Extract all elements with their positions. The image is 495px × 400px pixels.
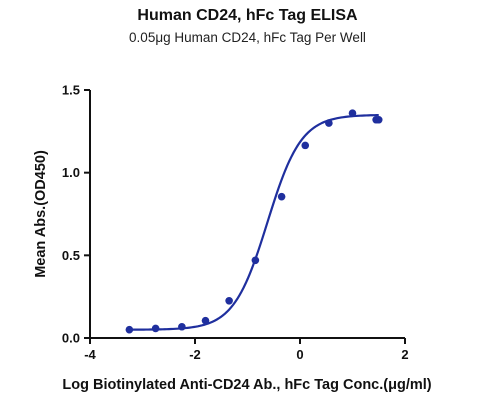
data-points-layer [125,109,383,334]
data-point [251,256,260,265]
chart-subtitle: 0.05μg Human CD24, hFc Tag Per Well [129,30,366,45]
y-axis-label: Mean Abs.(OD450) [33,150,49,278]
fit-curve-layer [129,113,379,331]
chart-title: Human CD24, hFc Tag ELISA [137,7,358,24]
data-point [325,119,333,127]
data-point [225,297,233,305]
data-point [125,325,134,334]
x-tick-label: -2 [189,347,201,362]
x-tick-label: 2 [401,347,408,362]
y-tick-label: 0.0 [62,331,80,346]
data-point [301,141,310,150]
data-point [277,192,286,201]
axes: 0.0 0.5 1.0 1.5 -4 -2 0 2 [62,83,409,363]
data-point [374,115,383,124]
y-tick-label: 1.5 [62,83,80,98]
data-point [151,324,160,333]
y-tick-label: 1.0 [62,165,80,180]
data-point [201,316,210,325]
x-tick-label: -4 [84,347,96,362]
fit-curve [129,113,379,331]
x-tick-label: 0 [296,347,303,362]
data-point [348,109,357,117]
data-point [178,322,186,331]
y-tick-label: 0.5 [62,248,80,263]
x-axis-label: Log Biotinylated Anti-CD24 Ab., hFc Tag … [62,377,431,393]
